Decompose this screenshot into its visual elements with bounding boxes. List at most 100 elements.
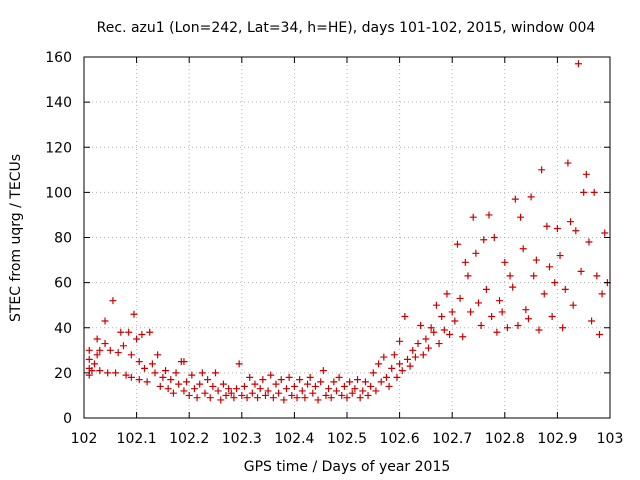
- data-point: [496, 297, 504, 305]
- data-point: [406, 362, 414, 370]
- data-point: [119, 342, 127, 350]
- data-point: [456, 294, 464, 302]
- data-point: [190, 385, 198, 393]
- data-point: [519, 245, 527, 253]
- data-point: [193, 394, 201, 402]
- data-point: [417, 321, 425, 329]
- x-tick-label: 102.7: [432, 431, 472, 447]
- x-tick-label: 102: [71, 431, 98, 447]
- data-point: [451, 317, 459, 325]
- data-point: [288, 391, 296, 399]
- data-point: [388, 364, 396, 372]
- data-point: [248, 389, 256, 397]
- y-tick-label: 120: [45, 140, 72, 156]
- data-point: [409, 346, 417, 354]
- x-tick-label: 102.6: [380, 431, 420, 447]
- data-point: [511, 195, 519, 203]
- data-point: [432, 301, 440, 309]
- data-point: [183, 378, 191, 386]
- data-point: [493, 328, 501, 336]
- data-point: [175, 380, 183, 388]
- data-point: [498, 308, 506, 316]
- data-point: [548, 312, 556, 320]
- data-point: [96, 346, 104, 354]
- data-point: [385, 382, 393, 390]
- data-point: [201, 389, 209, 397]
- data-point: [256, 385, 264, 393]
- data-point: [485, 211, 493, 219]
- data-point: [588, 317, 596, 325]
- data-point: [356, 394, 364, 402]
- axis-ticks: [83, 56, 611, 419]
- data-point: [125, 328, 133, 336]
- data-point: [567, 218, 575, 226]
- chart-title: Rec. azu1 (Lon=242, Lat=34, h=HE), days …: [97, 20, 596, 36]
- grid: [84, 57, 610, 418]
- data-point: [535, 326, 543, 334]
- data-point: [335, 373, 343, 381]
- data-point: [346, 378, 354, 386]
- data-point: [304, 380, 312, 388]
- x-axis-label: GPS time / Days of year 2015: [244, 459, 451, 475]
- data-point: [419, 351, 427, 359]
- data-point: [390, 351, 398, 359]
- data-point: [532, 256, 540, 264]
- data-point: [524, 315, 532, 323]
- data-point: [403, 355, 411, 363]
- data-point: [522, 306, 530, 314]
- data-point: [448, 308, 456, 316]
- data-point: [574, 60, 582, 68]
- data-point: [340, 382, 348, 390]
- data-point: [469, 213, 477, 221]
- data-points: [85, 60, 611, 404]
- data-point: [461, 258, 469, 266]
- data-point: [251, 380, 259, 388]
- data-point: [438, 312, 446, 320]
- data-point: [164, 385, 172, 393]
- y-tick-label: 0: [63, 411, 72, 427]
- data-point: [330, 378, 338, 386]
- data-point: [117, 328, 125, 336]
- data-point: [172, 369, 180, 377]
- x-tick-label: 102.1: [117, 431, 157, 447]
- data-point: [443, 290, 451, 298]
- data-point: [243, 394, 251, 402]
- data-point: [217, 396, 225, 404]
- data-point: [204, 376, 212, 384]
- data-point: [114, 349, 122, 357]
- data-point: [311, 382, 319, 390]
- y-axis-label: STEC from uqrg / TECUs: [8, 154, 24, 322]
- data-point: [398, 367, 406, 375]
- data-point: [414, 340, 422, 348]
- data-point: [154, 351, 162, 359]
- data-point: [317, 378, 325, 386]
- data-point: [275, 389, 283, 397]
- data-point: [277, 376, 285, 384]
- data-point: [580, 188, 588, 196]
- data-point: [209, 382, 217, 390]
- data-point: [151, 369, 159, 377]
- data-point: [427, 324, 435, 332]
- data-point: [598, 290, 606, 298]
- data-point: [585, 238, 593, 246]
- data-point: [446, 331, 454, 339]
- data-point: [561, 285, 569, 293]
- y-tick-label: 140: [45, 95, 72, 111]
- data-point: [396, 337, 404, 345]
- data-point: [325, 385, 333, 393]
- data-point: [109, 297, 117, 305]
- data-point: [259, 376, 267, 384]
- data-point: [322, 391, 330, 399]
- data-point: [198, 369, 206, 377]
- data-point: [527, 193, 535, 201]
- data-point: [222, 391, 230, 399]
- data-point: [88, 367, 96, 375]
- data-point: [327, 394, 335, 402]
- data-point: [272, 380, 280, 388]
- data-point: [167, 376, 175, 384]
- data-point: [267, 371, 275, 379]
- data-point: [127, 351, 135, 359]
- data-point: [559, 324, 567, 332]
- data-point: [538, 166, 546, 174]
- data-point: [509, 283, 517, 291]
